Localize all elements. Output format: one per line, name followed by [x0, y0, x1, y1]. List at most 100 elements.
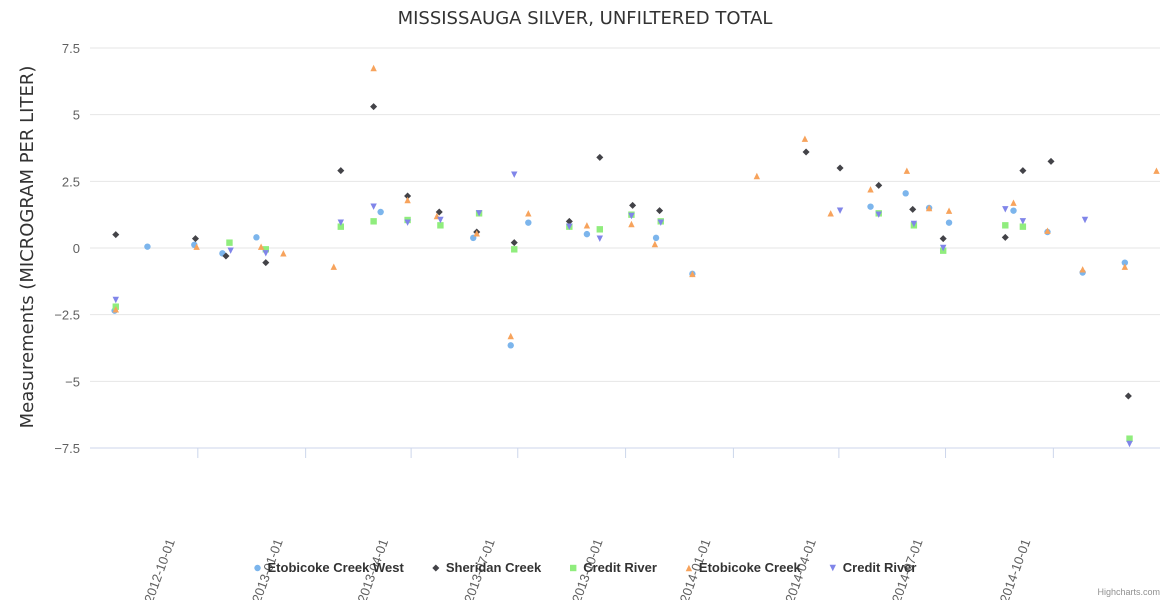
data-point[interactable] — [280, 250, 287, 257]
legend-item[interactable]: Credit River — [829, 560, 917, 575]
data-point[interactable] — [902, 190, 909, 197]
data-point[interactable] — [867, 186, 874, 193]
data-point[interactable] — [510, 239, 518, 247]
legend-symbol[interactable] — [432, 564, 440, 572]
data-point[interactable] — [144, 243, 151, 250]
data-point[interactable] — [628, 212, 635, 220]
data-point[interactable] — [404, 196, 411, 204]
data-point[interactable] — [473, 230, 480, 237]
data-point[interactable] — [1153, 167, 1160, 174]
credits[interactable]: Highcharts.com — [1097, 587, 1160, 597]
data-point[interactable] — [565, 217, 573, 225]
data-point[interactable] — [370, 218, 377, 225]
data-point[interactable] — [583, 222, 591, 229]
data-point[interactable] — [910, 220, 918, 228]
data-point[interactable] — [253, 234, 260, 241]
data-point[interactable] — [1002, 222, 1009, 229]
data-point[interactable] — [507, 342, 514, 349]
data-point[interactable] — [1010, 199, 1017, 206]
data-point[interactable] — [1079, 266, 1086, 273]
data-point[interactable] — [827, 210, 834, 217]
legend-item[interactable]: Sheridan Creek — [432, 560, 542, 575]
data-point[interactable] — [191, 235, 199, 243]
data-point[interactable] — [337, 223, 344, 230]
data-point[interactable] — [262, 259, 270, 267]
data-point[interactable] — [1124, 392, 1132, 400]
data-point[interactable] — [404, 192, 412, 200]
data-point[interactable] — [437, 222, 444, 229]
data-point[interactable] — [112, 296, 119, 304]
data-point[interactable] — [525, 219, 532, 226]
data-point[interactable] — [689, 270, 696, 278]
legend-label[interactable]: Credit River — [843, 560, 917, 575]
data-point[interactable] — [112, 231, 120, 239]
data-point[interactable] — [1121, 263, 1129, 270]
data-point[interactable] — [596, 235, 604, 242]
legend-item[interactable]: Etobicoke Creek West — [254, 560, 404, 575]
data-point[interactable] — [1126, 435, 1133, 442]
data-point[interactable] — [628, 220, 635, 228]
data-point[interactable] — [801, 135, 809, 142]
data-point[interactable] — [1081, 216, 1089, 224]
legend-symbol[interactable] — [254, 564, 261, 572]
legend-symbol[interactable] — [829, 564, 836, 572]
data-point[interactable] — [596, 153, 604, 161]
data-point[interactable] — [227, 247, 234, 254]
data-point[interactable] — [404, 219, 411, 226]
data-point[interactable] — [652, 234, 660, 242]
data-point[interactable] — [867, 203, 874, 210]
data-point[interactable] — [437, 216, 444, 224]
legend-symbol[interactable] — [685, 564, 693, 572]
data-point[interactable] — [651, 240, 659, 248]
data-point[interactable] — [511, 246, 518, 253]
data-point[interactable] — [435, 208, 443, 216]
data-point[interactable] — [939, 244, 947, 252]
data-point[interactable] — [945, 207, 953, 214]
data-point[interactable] — [909, 205, 917, 213]
data-point[interactable] — [1121, 259, 1129, 266]
data-point[interactable] — [836, 207, 844, 214]
data-point[interactable] — [802, 148, 810, 156]
data-point[interactable] — [1047, 157, 1055, 165]
legend-label[interactable]: Sheridan Creek — [446, 560, 542, 575]
data-point[interactable] — [1019, 223, 1027, 230]
data-point[interactable] — [629, 201, 637, 209]
data-point[interactable] — [945, 219, 953, 226]
data-point[interactable] — [193, 243, 200, 250]
legend-label[interactable]: Etobicoke Creek West — [268, 560, 405, 575]
data-point[interactable] — [475, 210, 483, 217]
data-point[interactable] — [836, 164, 844, 172]
data-point[interactable] — [1019, 218, 1027, 225]
data-point[interactable] — [875, 211, 882, 218]
data-point[interactable] — [370, 64, 377, 72]
data-point[interactable] — [330, 263, 337, 270]
data-point[interactable] — [1010, 207, 1017, 214]
data-point[interactable] — [370, 203, 377, 210]
data-point[interactable] — [507, 332, 514, 340]
legend-symbol[interactable] — [570, 564, 577, 572]
data-point[interactable] — [1002, 206, 1009, 213]
data-point[interactable] — [657, 219, 664, 226]
data-point[interactable] — [656, 207, 664, 215]
legend-item[interactable]: Etobicoke Creek — [685, 560, 802, 575]
data-point[interactable] — [1001, 233, 1009, 241]
data-point[interactable] — [337, 167, 345, 175]
data-point[interactable] — [511, 171, 518, 178]
data-point[interactable] — [925, 204, 933, 212]
legend-label[interactable]: Credit River — [583, 560, 657, 575]
data-point[interactable] — [257, 243, 265, 250]
data-point[interactable] — [226, 239, 233, 246]
data-point[interactable] — [875, 181, 883, 189]
data-point[interactable] — [337, 219, 344, 226]
data-point[interactable] — [583, 230, 591, 238]
data-point[interactable] — [1019, 167, 1027, 175]
data-point[interactable] — [112, 306, 119, 313]
legend-label[interactable]: Etobicoke Creek — [699, 560, 802, 575]
data-point[interactable] — [370, 103, 378, 111]
data-point[interactable] — [377, 208, 384, 216]
data-point[interactable] — [903, 167, 911, 174]
data-point[interactable] — [262, 246, 269, 253]
legend-item[interactable]: Credit River — [570, 560, 657, 575]
data-point[interactable] — [596, 226, 604, 233]
data-point[interactable] — [566, 223, 573, 230]
